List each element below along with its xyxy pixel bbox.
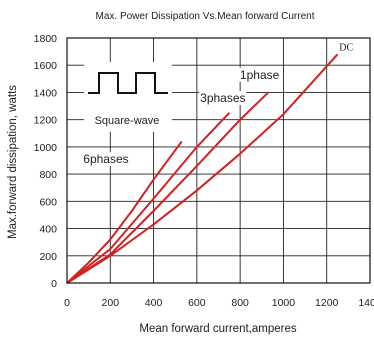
plot-frame [66, 37, 371, 284]
tick-labels: 0 200 400 600 800 1000 1200 1400 0 200 400 600 800 10… [34, 33, 374, 309]
y-tick-label: 1200 [34, 115, 58, 127]
x-tick-label: 0 [64, 297, 70, 309]
series-label-3phases: 3phases [200, 91, 245, 105]
x-tick-label: 200 [102, 297, 120, 309]
y-tick-label: 1600 [34, 60, 58, 72]
series-labels: 6phases 3phases 1phase DC [82, 42, 355, 167]
series-line-3phases [66, 112, 231, 284]
series-label-background [238, 67, 281, 82]
x-tick-label: 600 [188, 297, 206, 309]
y-tick-label: 1000 [34, 142, 58, 154]
y-tick-label: 1400 [34, 87, 58, 99]
y-tick-label: 200 [39, 251, 57, 263]
series-label-6phases: 6phases [83, 152, 128, 166]
series-label-1phase: 1phase [240, 68, 280, 82]
x-tick-label: 1200 [315, 297, 339, 309]
series-label-background [338, 42, 355, 54]
x-tick-label: 1000 [272, 297, 296, 309]
y-tick-label: 400 [39, 224, 57, 236]
series-label-background [199, 90, 247, 105]
series-lines [66, 53, 339, 284]
y-tick-label: 800 [39, 169, 57, 181]
series-label-background [82, 152, 130, 167]
series-line-dc [66, 53, 339, 284]
x-tick-label: 400 [145, 297, 163, 309]
chart-title: Max. Power Dissipation Vs.Mean forward C… [96, 11, 315, 22]
x-tick-label: 1400 [358, 297, 374, 309]
x-tick-label: 800 [231, 297, 249, 309]
series-line-6phases [66, 140, 183, 284]
y-tick-label: 600 [39, 196, 57, 208]
x-axis-label: Mean forward current,amperes [139, 323, 296, 335]
square-wave-icon [88, 72, 168, 94]
square-wave-inset: Square-wave [84, 62, 172, 132]
y-tick-label: 0 [51, 278, 57, 290]
series-label-dc: DC [339, 42, 353, 53]
y-axis-label: Max.forward dissipation, watts [7, 85, 19, 239]
square-wave-label: Square-wave [95, 115, 160, 127]
y-tick-label: 1800 [34, 33, 58, 45]
